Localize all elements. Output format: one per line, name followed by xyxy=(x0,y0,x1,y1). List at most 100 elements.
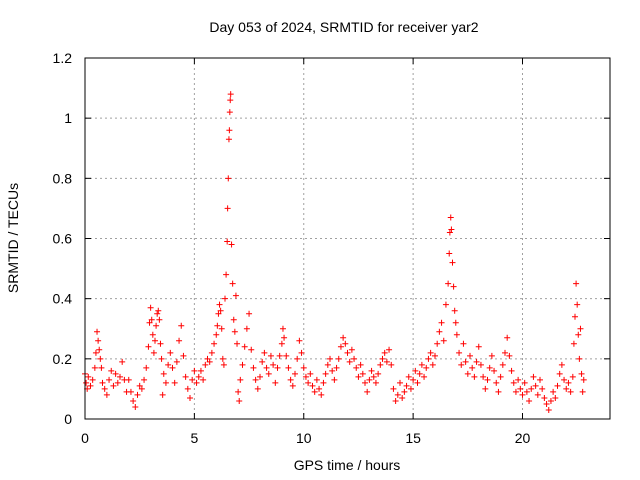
data-point xyxy=(237,376,244,383)
data-point xyxy=(159,391,166,398)
data-point xyxy=(429,361,436,368)
data-point xyxy=(189,376,196,383)
data-point xyxy=(202,361,209,368)
data-point xyxy=(279,325,286,332)
data-point xyxy=(305,379,312,386)
data-point xyxy=(157,340,164,347)
data-point xyxy=(416,370,423,377)
data-point xyxy=(156,316,163,323)
data-point xyxy=(307,370,314,377)
data-point xyxy=(246,310,253,317)
data-point xyxy=(515,376,522,383)
data-point xyxy=(471,373,478,380)
data-point xyxy=(278,340,285,347)
data-point xyxy=(261,349,268,356)
data-point xyxy=(250,364,257,371)
data-point xyxy=(216,301,223,308)
data-point xyxy=(357,361,364,368)
data-point xyxy=(83,379,90,386)
y-tick-label: 0.4 xyxy=(53,291,73,307)
data-point xyxy=(327,355,333,362)
data-point xyxy=(215,310,222,317)
data-point xyxy=(359,370,366,377)
x-tick-label: 20 xyxy=(515,430,531,446)
data-point xyxy=(577,325,584,332)
data-point xyxy=(534,391,541,398)
data-point xyxy=(392,397,399,404)
data-point xyxy=(96,346,103,353)
data-point xyxy=(355,373,362,380)
data-point xyxy=(364,388,371,395)
data-point xyxy=(570,340,577,347)
data-point xyxy=(383,358,390,365)
data-point xyxy=(117,373,123,380)
data-point xyxy=(484,376,491,383)
data-point xyxy=(234,340,241,347)
data-point xyxy=(281,334,288,341)
data-point xyxy=(224,238,231,245)
data-point xyxy=(167,349,174,356)
data-point xyxy=(545,406,552,413)
data-point xyxy=(506,352,513,359)
data-point xyxy=(182,373,189,380)
data-point xyxy=(178,322,185,329)
data-point xyxy=(134,391,141,398)
data-point xyxy=(99,379,106,386)
y-tick-label: 0.6 xyxy=(53,231,73,247)
data-point xyxy=(165,361,172,368)
data-point xyxy=(576,355,583,362)
data-point xyxy=(448,226,455,233)
data-point xyxy=(204,355,211,362)
data-point xyxy=(127,388,134,395)
data-point xyxy=(146,319,153,326)
data-point xyxy=(563,385,570,392)
data-point xyxy=(579,388,586,395)
data-point xyxy=(257,373,263,380)
data-point xyxy=(423,364,430,371)
data-point xyxy=(197,367,204,374)
data-point xyxy=(528,385,535,392)
data-point xyxy=(322,370,329,377)
data-point xyxy=(410,376,417,383)
data-point xyxy=(353,364,360,371)
data-point xyxy=(241,343,248,350)
data-point xyxy=(368,367,375,374)
data-point xyxy=(169,364,176,371)
data-point xyxy=(453,331,460,338)
data-point xyxy=(220,361,227,368)
data-point xyxy=(340,334,347,341)
data-point xyxy=(342,340,349,347)
data-point xyxy=(554,382,561,389)
data-point xyxy=(171,379,178,386)
data-point xyxy=(388,361,395,368)
data-point xyxy=(149,331,156,338)
data-point xyxy=(567,388,574,395)
data-point xyxy=(362,379,368,386)
data-point xyxy=(493,379,500,386)
data-point xyxy=(565,379,572,386)
data-point xyxy=(232,292,239,299)
data-point xyxy=(173,358,180,365)
data-point xyxy=(467,352,473,359)
data-point xyxy=(259,358,266,365)
data-point xyxy=(412,367,419,374)
data-point xyxy=(94,328,101,335)
data-point xyxy=(452,319,459,326)
data-point xyxy=(294,355,301,362)
data-point xyxy=(287,376,294,383)
data-point xyxy=(370,373,377,380)
data-point xyxy=(451,307,458,314)
data-point xyxy=(206,358,213,365)
data-point xyxy=(272,379,279,386)
data-point xyxy=(475,343,482,350)
data-point xyxy=(211,340,218,347)
data-point xyxy=(491,367,498,374)
data-point xyxy=(145,343,152,350)
x-tick-label: 0 xyxy=(81,430,89,446)
data-point xyxy=(176,337,183,344)
data-point xyxy=(458,361,465,368)
data-point xyxy=(318,391,325,398)
data-point xyxy=(403,382,410,389)
data-point xyxy=(436,328,443,335)
